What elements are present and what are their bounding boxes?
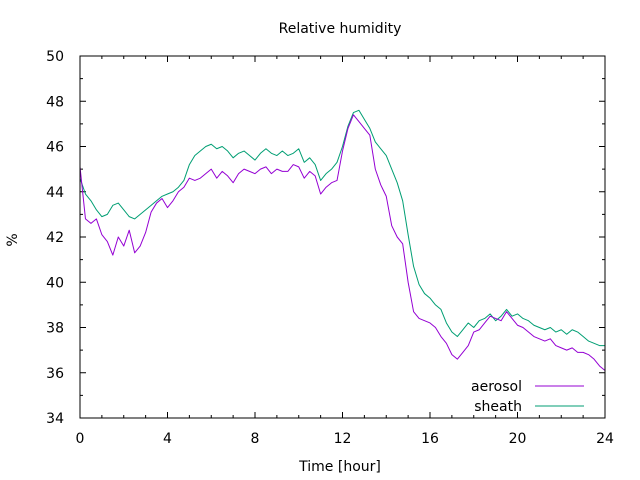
y-tick-label: 44: [46, 185, 64, 201]
plot-border: [79, 55, 606, 419]
y-tick-label: 34: [46, 411, 64, 427]
series-line-aerosol: [79, 114, 606, 371]
y-tick-label: 50: [46, 49, 64, 65]
legend-label-sheath: sheath: [474, 399, 522, 415]
x-tick-label: 8: [251, 431, 260, 447]
x-tick-label: 20: [509, 431, 527, 447]
y-tick-label: 46: [46, 140, 64, 156]
y-axis-label: %: [5, 233, 21, 246]
y-tick-label: 36: [46, 366, 64, 382]
y-tick-label: 42: [46, 230, 64, 246]
y-tick-label: 38: [46, 321, 64, 337]
chart-title: Relative humidity: [279, 21, 402, 37]
x-axis-label: Time [hour]: [298, 459, 381, 475]
x-tick-label: 4: [163, 431, 172, 447]
x-tick-label: 16: [421, 431, 439, 447]
y-tick-label: 48: [46, 94, 64, 110]
legend-label-aerosol: aerosol: [471, 379, 522, 395]
x-tick-label: 12: [334, 431, 352, 447]
x-tick-label: 24: [596, 431, 614, 447]
x-tick-label: 0: [76, 431, 85, 447]
lines-layer: [79, 109, 606, 371]
y-tick-label: 40: [46, 275, 64, 291]
legend: aerosol sheath: [471, 379, 584, 415]
series-line-sheath: [79, 109, 605, 347]
